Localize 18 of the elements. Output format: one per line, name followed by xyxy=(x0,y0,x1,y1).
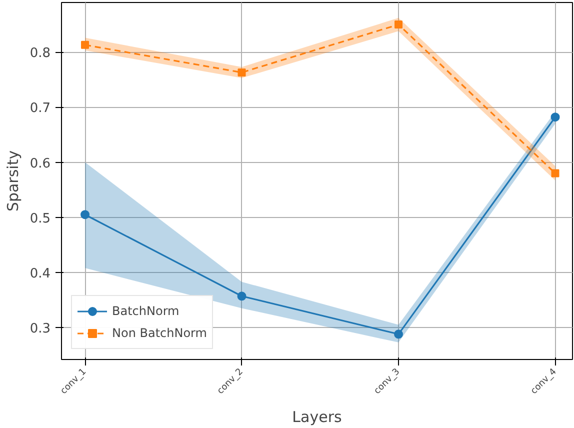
point xyxy=(394,330,404,339)
y-tick-label: 0.8 xyxy=(30,46,51,62)
x-axis-title: Layers xyxy=(292,408,342,426)
y-tick-label: 0.7 xyxy=(30,101,51,116)
y-axis-title: Sparsity xyxy=(4,150,22,212)
point xyxy=(237,292,246,301)
point xyxy=(394,20,403,29)
point xyxy=(551,169,560,178)
point xyxy=(238,68,246,76)
point xyxy=(81,40,90,49)
y-tick-label: 0.4 xyxy=(30,266,51,282)
y-tick-label: 0.6 xyxy=(30,156,51,172)
legend-label: BatchNorm xyxy=(112,304,180,318)
point xyxy=(80,210,90,220)
y-tick-label: 0.3 xyxy=(30,322,51,337)
point xyxy=(550,112,560,122)
y-tick-label: 0.5 xyxy=(30,211,51,226)
legend-label: Non BatchNorm xyxy=(112,326,207,340)
